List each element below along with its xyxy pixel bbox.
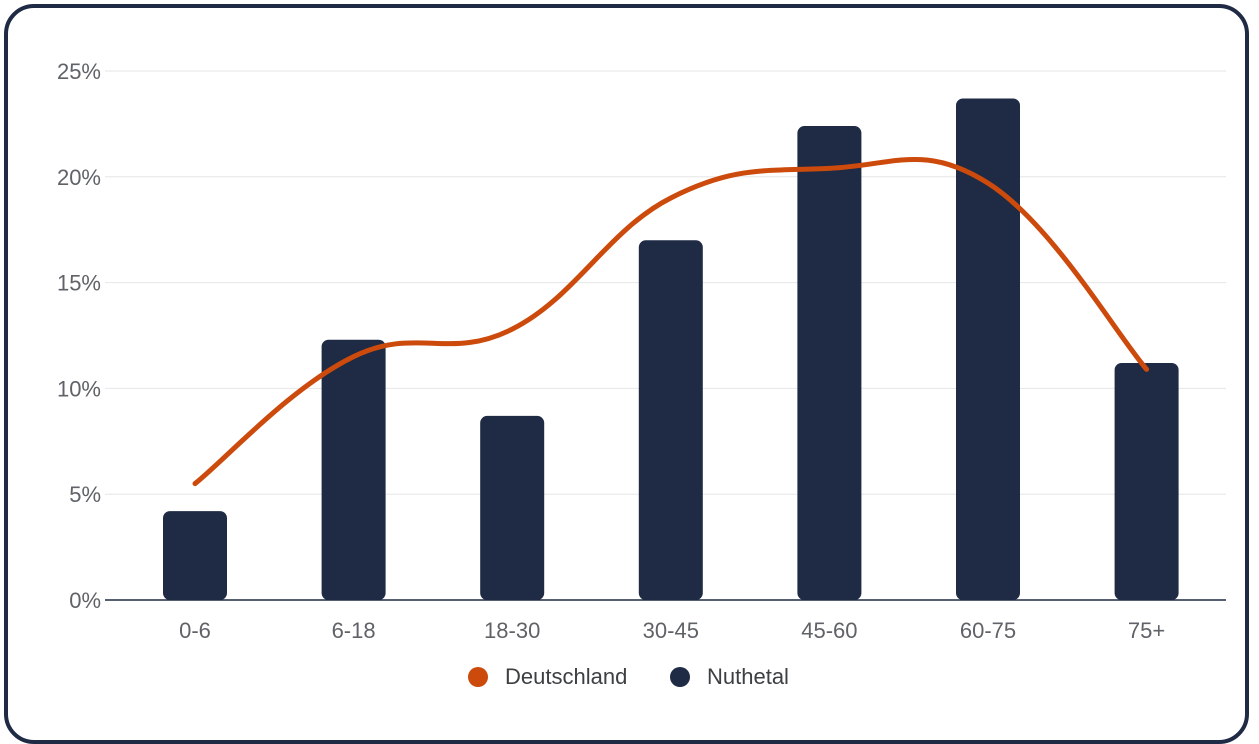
- x-tick-label: 18-30: [484, 618, 540, 643]
- bar: [163, 511, 227, 600]
- bar: [797, 126, 862, 601]
- x-tick-label: 75+: [1128, 618, 1165, 643]
- legend-label: Nuthetal: [707, 664, 789, 689]
- y-tick-label: 20%: [57, 165, 101, 190]
- bar: [638, 240, 703, 600]
- legend-swatch: [670, 667, 690, 687]
- x-tick-label: 60-75: [960, 618, 1016, 643]
- bar: [1114, 363, 1179, 600]
- y-tick-label: 15%: [57, 271, 101, 296]
- y-axis-ticks: 0% 5% 10% 15% 20% 25%: [57, 59, 101, 613]
- chart-card: [4, 4, 1249, 744]
- y-tick-label: 25%: [57, 59, 101, 84]
- x-tick-label: 45-60: [801, 618, 857, 643]
- bar: [321, 339, 386, 600]
- chart: 0% 5% 10% 15% 20% 25% 0-6 6-18 18-30 30-45 45-60 6…: [57, 59, 1226, 689]
- x-tick-label: 30-45: [643, 618, 699, 643]
- y-tick-label: 5%: [69, 482, 101, 507]
- legend-label: Deutschland: [505, 664, 627, 689]
- legend-swatch: [468, 667, 488, 687]
- x-axis-ticks: 0-6 6-18 18-30 30-45 45-60 60-75 75+: [179, 618, 1165, 643]
- x-tick-label: 0-6: [179, 618, 211, 643]
- bar: [956, 98, 1020, 601]
- y-tick-label: 10%: [57, 376, 101, 401]
- bar-series-nuthetal: [163, 98, 1179, 601]
- x-tick-label: 6-18: [332, 618, 376, 643]
- line-series-deutschland: [192, 157, 1150, 487]
- legend: Deutschland Nuthetal: [468, 664, 789, 689]
- y-tick-label: 0%: [69, 588, 101, 613]
- bar: [480, 415, 545, 600]
